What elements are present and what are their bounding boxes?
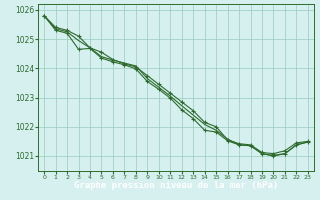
- Text: Graphe pression niveau de la mer (hPa): Graphe pression niveau de la mer (hPa): [74, 181, 278, 190]
